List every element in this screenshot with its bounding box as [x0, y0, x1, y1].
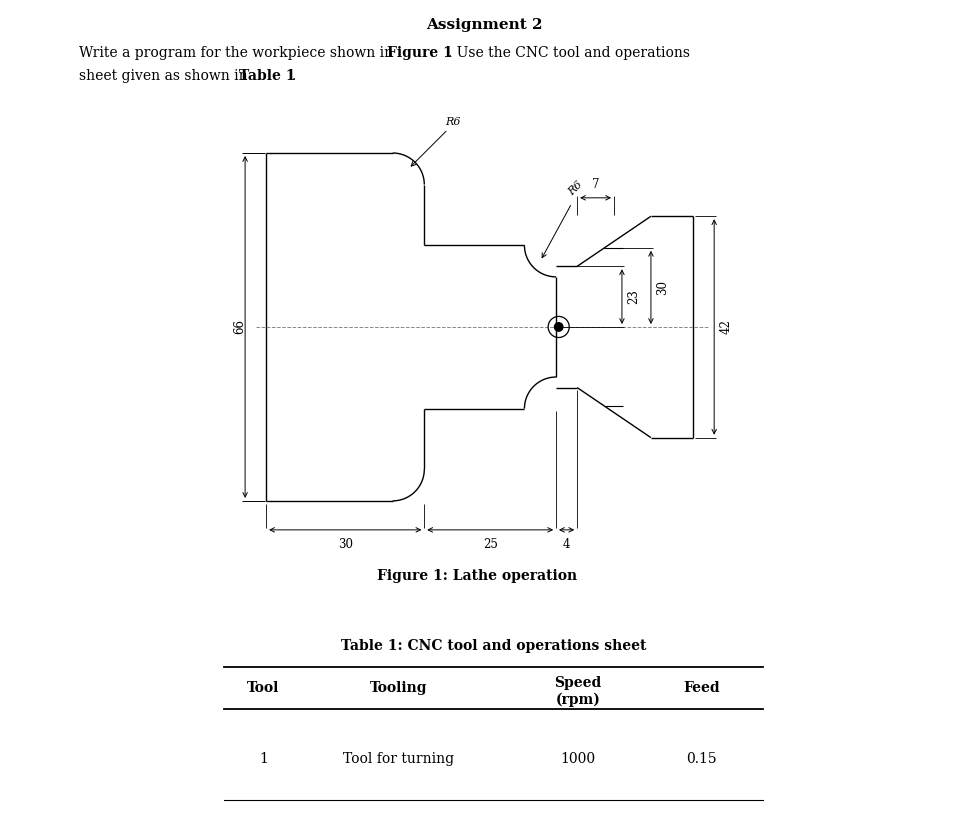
Text: Write a program for the workpiece shown in: Write a program for the workpiece shown …: [79, 46, 398, 60]
Text: 4: 4: [562, 538, 570, 551]
Text: (rpm): (rpm): [556, 693, 600, 707]
Text: Table 1: Table 1: [239, 69, 295, 83]
Text: 7: 7: [591, 179, 599, 191]
Text: Table 1: CNC tool and operations sheet: Table 1: CNC tool and operations sheet: [341, 639, 647, 653]
Text: 25: 25: [483, 538, 498, 551]
Text: 1: 1: [259, 752, 268, 767]
Text: 0.15: 0.15: [686, 752, 716, 767]
Text: R6: R6: [445, 117, 461, 127]
Text: 30: 30: [338, 538, 352, 551]
Text: Feed: Feed: [683, 681, 720, 695]
Text: .: .: [291, 69, 295, 83]
Text: sheet given as shown in: sheet given as shown in: [79, 69, 253, 83]
Text: 42: 42: [719, 319, 733, 334]
Text: Speed: Speed: [555, 675, 601, 690]
Text: . Use the CNC tool and operations: . Use the CNC tool and operations: [448, 46, 690, 60]
Text: 66: 66: [233, 319, 246, 334]
Text: R6: R6: [566, 180, 585, 198]
Text: Tool: Tool: [247, 681, 280, 695]
Circle shape: [555, 323, 563, 331]
Text: Tooling: Tooling: [370, 681, 427, 695]
Text: Assignment 2: Assignment 2: [426, 18, 542, 33]
Text: 30: 30: [656, 280, 669, 295]
Text: Tool for turning: Tool for turning: [343, 752, 454, 767]
Text: 1000: 1000: [560, 752, 595, 767]
Text: Figure 1: Figure 1: [387, 46, 453, 60]
Text: Figure 1: Lathe operation: Figure 1: Lathe operation: [377, 569, 577, 584]
Text: 23: 23: [627, 289, 640, 304]
